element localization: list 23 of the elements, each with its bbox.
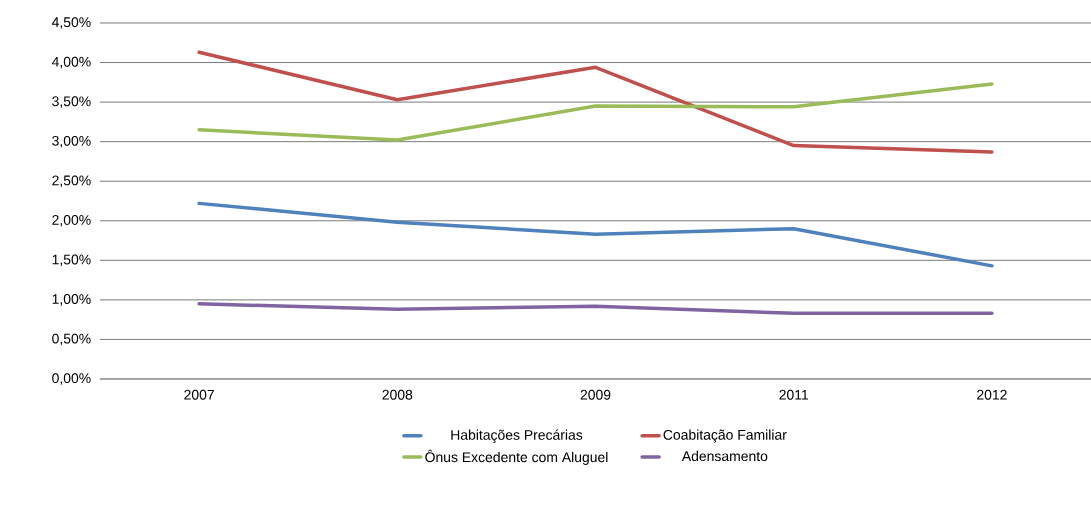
line-series	[197, 201, 994, 268]
legend-label: Habitações Precárias	[451, 429, 583, 443]
y-tick-label: 4,00%	[51, 56, 91, 69]
y-tick-label: 0,00%	[52, 373, 91, 385]
y-tick-label: 4,50%	[51, 17, 91, 29]
legend-label: Coabitação Familiar	[663, 429, 787, 443]
y-tick-label: 2,00%	[52, 214, 91, 227]
y-tick-label: 1,00%	[52, 294, 91, 306]
y-tick-label: 2,50%	[52, 175, 91, 187]
line-series	[197, 50, 994, 154]
x-tick-label: 2008	[382, 389, 413, 400]
y-tick-label: 3,00%	[52, 135, 91, 148]
line-series	[197, 82, 994, 142]
x-tick-label: 2012	[977, 389, 1007, 400]
y-tick-label: 3,50%	[52, 96, 91, 108]
y-tick-label: 1,50%	[52, 254, 91, 267]
line-series	[197, 302, 994, 316]
x-tick-label: 2009	[580, 389, 611, 400]
x-tick-label: 2011	[779, 389, 809, 400]
x-tick-label: 2007	[184, 389, 214, 400]
legend-label: Ônus Excedente com Aluguel	[425, 449, 608, 465]
y-tick-label: 0,50%	[52, 333, 91, 346]
legend-label: Adensamento	[681, 450, 768, 462]
